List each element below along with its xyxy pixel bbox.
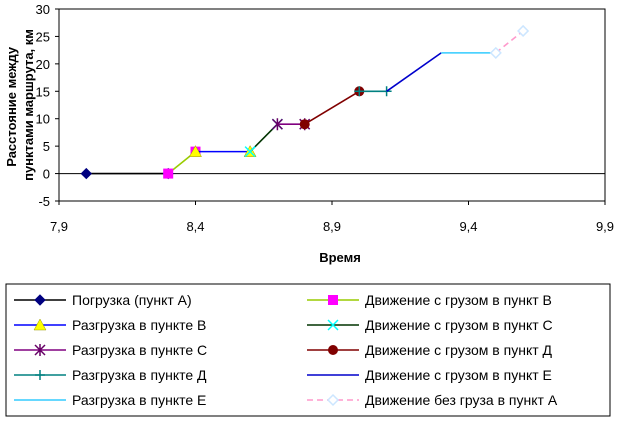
legend-entry: Движение без груза в пункт А <box>307 392 558 408</box>
legend-label: Движение с грузом в пункт Е <box>365 367 552 383</box>
data-point <box>244 146 256 158</box>
x-tick-label: 8,9 <box>323 219 341 234</box>
y-tick-label: -5 <box>38 194 50 209</box>
y-axis-title-line-2: пунктами маршрута, км <box>21 29 36 181</box>
legend-marker <box>33 318 47 331</box>
y-axis-title: Расстояние между пунктами маршрута, км <box>4 29 36 181</box>
legend-marker <box>34 344 46 356</box>
legend-marker <box>328 345 338 355</box>
legend-label: Разгрузка в пункте Д <box>72 367 207 383</box>
data-point <box>271 118 283 131</box>
data-point <box>489 46 502 59</box>
plot-area <box>58 8 606 202</box>
data-point <box>299 119 310 130</box>
x-axis-title: Время <box>319 250 361 265</box>
series-layer <box>80 24 530 180</box>
legend-entry: Разгрузка в пункте В <box>14 317 206 333</box>
series-line <box>495 30 524 54</box>
legend-entry: Движение с грузом в пункт Д <box>307 342 553 358</box>
y-tick-label: 30 <box>36 2 50 17</box>
legend-marker <box>328 295 338 305</box>
x-axis: 7,9 8,4 8,9 9,4 9,9 <box>50 201 614 234</box>
legend-label: Движение без груза в пункт А <box>365 392 558 408</box>
data-point <box>354 86 365 97</box>
y-tick-label: 0 <box>43 167 50 182</box>
data-point <box>517 24 530 38</box>
legend-entry: Движение с грузом в пункт В <box>307 292 552 308</box>
data-point <box>189 145 202 157</box>
x-tick-label: 9,9 <box>596 219 614 234</box>
data-point <box>80 167 93 180</box>
legend-label: Разгрузка в пункте С <box>72 342 207 358</box>
legend-label: Погрузка (пункт А) <box>72 292 192 308</box>
y-tick-label: 25 <box>36 29 50 44</box>
legend-label: Разгрузка в пункте В <box>72 317 206 333</box>
legend-marker <box>326 393 340 407</box>
legend-entry: Разгрузка в пункте Д <box>14 367 207 383</box>
data-point <box>163 168 174 179</box>
y-tick-label: 5 <box>43 139 50 154</box>
legend-entry: Разгрузка в пункте Е <box>14 392 206 408</box>
y-tick-label: 20 <box>36 57 50 72</box>
x-tick-label: 9,4 <box>459 219 477 234</box>
legend-entry: Движение с грузом в пункт С <box>307 317 553 333</box>
legend-entries: Погрузка (пункт А) Движение с грузом в пу… <box>14 292 558 408</box>
legend-entry: Разгрузка в пункте С <box>14 342 207 358</box>
x-tick-label: 8,4 <box>186 219 204 234</box>
legend-label: Движение с грузом в пункт С <box>365 317 553 333</box>
x-tick-label: 7,9 <box>50 219 68 234</box>
series-line <box>386 52 442 92</box>
y-axis-title-line-1: Расстояние между <box>4 46 19 167</box>
legend-label: Разгрузка в пункте Е <box>72 392 206 408</box>
series-8 <box>386 52 442 92</box>
legend-marker <box>35 370 45 380</box>
legend-label: Движение с грузом в пункт В <box>365 292 552 308</box>
legend-entry: Движение с грузом в пункт Е <box>307 367 552 383</box>
legend-marker <box>34 294 46 306</box>
y-tick-label: 15 <box>36 84 50 99</box>
legend-marker <box>327 319 339 331</box>
legend-entry: Погрузка (пункт А) <box>14 292 192 308</box>
y-tick-label: 10 <box>36 112 50 127</box>
legend-label: Движение с грузом в пункт Д <box>365 342 553 358</box>
series-10 <box>489 24 530 59</box>
series-line <box>304 90 360 125</box>
